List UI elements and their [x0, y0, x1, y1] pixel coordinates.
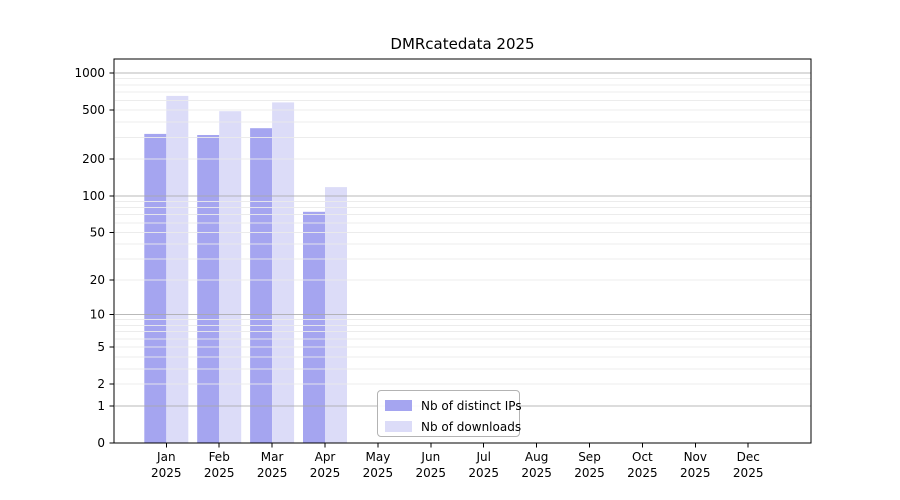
- x-tick-label-month: Jul: [475, 450, 490, 464]
- x-tick-label-year: 2025: [521, 466, 552, 480]
- x-tick-label-year: 2025: [627, 466, 658, 480]
- x-tick-label-month: Apr: [315, 450, 336, 464]
- bar-nb-of-distinct-ips-jan: [144, 133, 167, 443]
- legend-swatch-downloads-icon: [385, 421, 412, 432]
- y-tick-label: 200: [82, 152, 105, 166]
- x-tick-label-month: Feb: [209, 450, 230, 464]
- bar-nb-of-downloads-jan: [166, 95, 189, 444]
- legend-item-distinct-ips: Nb of distinct IPs: [385, 395, 522, 416]
- y-tick-label: 500: [82, 103, 105, 117]
- x-tick-label-year: 2025: [733, 466, 764, 480]
- x-tick-label-year: 2025: [574, 466, 605, 480]
- y-tick-label: 20: [90, 273, 105, 287]
- legend-label-downloads: Nb of downloads: [421, 419, 522, 434]
- y-tick-label: 2: [97, 377, 105, 391]
- x-tick-label-year: 2025: [468, 466, 499, 480]
- x-tick-label-year: 2025: [363, 466, 394, 480]
- x-tick-label-month: Aug: [525, 450, 548, 464]
- x-tick-label-month: Oct: [632, 450, 653, 464]
- legend-item-downloads: Nb of downloads: [385, 416, 521, 437]
- x-tick-label-month: Jun: [420, 450, 440, 464]
- x-tick-label-month: Nov: [684, 450, 707, 464]
- y-tick-label: 0: [97, 436, 105, 450]
- x-tick-label-month: Sep: [578, 450, 601, 464]
- y-tick-label: 5: [97, 340, 105, 354]
- y-tick-label: 50: [90, 226, 105, 240]
- x-tick-label-year: 2025: [151, 466, 182, 480]
- x-tick-label-year: 2025: [310, 466, 341, 480]
- axes-frame: [113, 58, 812, 444]
- x-tick-label-month: Mar: [261, 450, 284, 464]
- x-tick-label-year: 2025: [257, 466, 288, 480]
- bar-nb-of-distinct-ips-feb: [197, 135, 220, 443]
- bar-nb-of-distinct-ips-mar: [250, 128, 273, 443]
- y-tick-label: 1: [97, 399, 105, 413]
- y-tick-label: 100: [82, 189, 105, 203]
- x-tick-label-year: 2025: [204, 466, 235, 480]
- x-tick-label-year: 2025: [416, 466, 447, 480]
- x-tick-label-year: 2025: [680, 466, 711, 480]
- legend-swatch-distinct-ips-icon: [385, 400, 412, 411]
- x-tick-label-month: Jan: [156, 450, 176, 464]
- y-tick-label: 10: [90, 308, 105, 322]
- bar-nb-of-distinct-ips-apr: [303, 211, 325, 443]
- x-tick-label-month: May: [365, 450, 390, 464]
- y-tick-label: 1000: [74, 66, 105, 80]
- chart-title: DMRcatedata 2025: [390, 35, 535, 53]
- bar-nb-of-downloads-mar: [272, 102, 295, 444]
- legend-label-distinct-ips: Nb of distinct IPs: [421, 398, 522, 413]
- x-tick-label-month: Dec: [737, 450, 760, 464]
- bar-nb-of-downloads-feb: [219, 111, 242, 443]
- legend: Nb of distinct IPs Nb of downloads: [377, 390, 522, 437]
